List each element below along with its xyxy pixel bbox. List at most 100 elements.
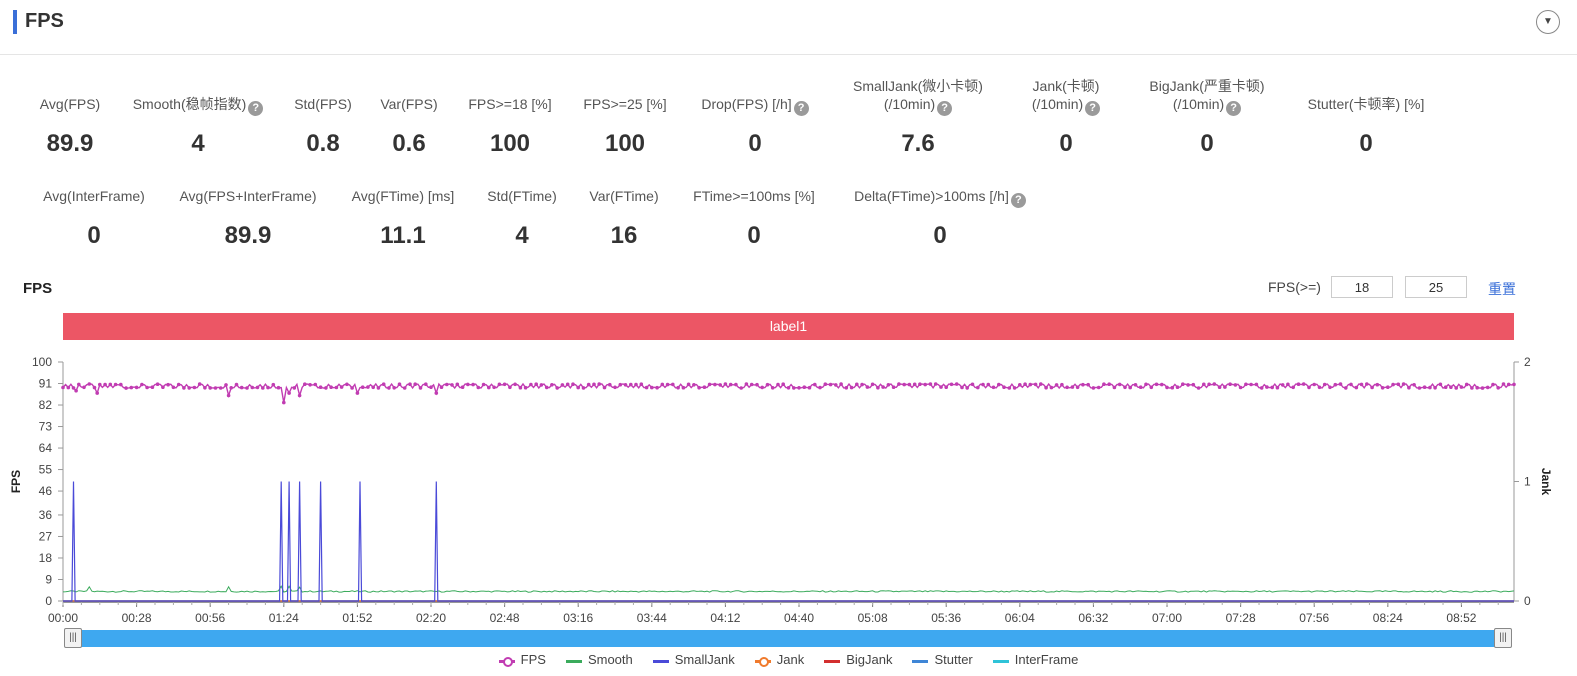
fps-point [481, 382, 486, 387]
fps-point [74, 388, 78, 393]
chart-legend: FPS Smooth SmallJank Jank BigJank Stutter Inte… [0, 652, 1577, 667]
metric-metrics_row1-6: Drop(FPS) [/h]? 0 [645, 95, 865, 157]
fps-point [1033, 382, 1038, 387]
help-icon[interactable]: ? [793, 101, 809, 116]
fps-point [1107, 382, 1111, 386]
section-header: FPS ▼ [0, 0, 1577, 55]
fps-point [1480, 386, 1485, 390]
fps-point [1365, 382, 1369, 386]
fps-point [650, 385, 654, 390]
legend-item-smooth[interactable]: Smooth [565, 652, 633, 667]
fps-point [77, 382, 81, 387]
fps-point [166, 382, 170, 387]
metric-value: 4 [191, 130, 205, 157]
fps-point [1070, 385, 1075, 389]
metric-value: 0 [1200, 130, 1214, 157]
fps-point [623, 383, 628, 387]
fps-point [1002, 385, 1006, 389]
x-tick-label: 05:36 [931, 611, 961, 625]
fps-point [226, 393, 231, 398]
legend-item-smalljank[interactable]: SmallJank [652, 652, 735, 667]
metric-value: 100 [489, 130, 531, 157]
fps-point [765, 382, 770, 387]
fps-point [586, 382, 591, 387]
help-icon[interactable]: ? [1226, 101, 1242, 116]
fps-point [366, 385, 370, 389]
reset-link[interactable]: 重置 [1488, 281, 1516, 297]
fps-point [1039, 382, 1043, 386]
legend-item-stutter[interactable]: Stutter [912, 652, 973, 667]
legend-item-bigjank[interactable]: BigJank [824, 652, 892, 667]
fps-point [813, 382, 817, 387]
fps-point [897, 382, 901, 386]
fps-point [1485, 385, 1490, 390]
fps-point [439, 385, 444, 389]
label-band[interactable]: label1 [63, 313, 1514, 340]
fps-threshold-2-input[interactable] [1405, 276, 1467, 298]
help-icon[interactable]: ? [1085, 101, 1101, 116]
x-tick-label: 02:48 [490, 611, 520, 625]
x-tick-label: 00:00 [48, 611, 78, 625]
help-icon[interactable]: ? [1010, 193, 1026, 208]
fps-point [550, 383, 554, 387]
fps-point [339, 385, 344, 389]
help-icon[interactable]: ? [248, 101, 264, 116]
legend-label: SmallJank [674, 652, 735, 667]
fps-point [413, 382, 418, 386]
fps-point [92, 385, 97, 390]
metric-label: SmallJank(微小卡顿) [853, 78, 983, 94]
chevron-down-icon[interactable]: ▼ [1536, 10, 1560, 34]
x-tick-label: 00:28 [122, 611, 152, 625]
fps-point [1428, 385, 1432, 390]
metric-label: BigJank(严重卡顿) [1149, 78, 1265, 94]
metric-label: Std(FTime) [487, 188, 557, 204]
metric-label: Avg(FPS+InterFrame) [179, 188, 317, 204]
metric-metrics_row1-1: Smooth(稳帧指数)? 4 [88, 95, 308, 157]
y2-axis-title: Jank [1539, 468, 1553, 496]
legend-item-jank[interactable]: Jank [754, 652, 804, 667]
fps-point [886, 383, 891, 387]
metric-value: 0 [87, 222, 101, 249]
fps-point [508, 385, 512, 390]
metric-metrics_row1-8: Jank(卡顿) (/10min)? 0 [956, 77, 1176, 157]
y2-tick-label: 0 [1524, 594, 1531, 608]
fps-point [1254, 382, 1259, 387]
legend-item-fps[interactable]: FPS [498, 652, 546, 667]
fps-point [1112, 385, 1117, 390]
metric-label: Smooth(稳帧指数) [132, 96, 247, 112]
fps-point [976, 385, 980, 390]
legend-item-interframe[interactable]: InterFrame [992, 652, 1078, 667]
range-slider-start-handle[interactable]: ||| [64, 628, 82, 648]
fps-point [71, 386, 76, 390]
fps-point [471, 382, 475, 387]
fps-point [518, 385, 523, 390]
fps-point [1317, 385, 1322, 390]
metric-metrics_row1-3: Var(FPS) 0.6 [299, 95, 519, 157]
fps-point [834, 383, 838, 387]
y-tick-label: 91 [39, 377, 53, 391]
fps-point [150, 385, 155, 389]
fps-point [655, 385, 659, 390]
fps-point [1296, 382, 1301, 386]
x-tick-label: 04:12 [710, 611, 740, 625]
fps-chart[interactable]: 0 9 18 27 36 46 55 64 73 82 91 100 0 1 2 00:00 00:28 00:5… [0, 340, 1577, 625]
fps-point [250, 385, 255, 390]
legend-swatch [498, 656, 515, 667]
fps-point [429, 385, 433, 389]
fps-point [1338, 382, 1343, 386]
fps-point [171, 385, 176, 390]
fps-point [1023, 382, 1027, 386]
fps-point [1123, 385, 1127, 390]
fps-point [418, 386, 423, 390]
fps-threshold-1-input[interactable] [1331, 276, 1393, 298]
help-icon[interactable]: ? [937, 101, 953, 116]
x-tick-label: 08:24 [1373, 611, 1403, 625]
range-slider-track[interactable] [64, 630, 1512, 647]
x-tick-label: 08:52 [1446, 611, 1476, 625]
fps-point [1128, 385, 1132, 390]
fps-point [823, 382, 828, 386]
x-tick-label: 02:20 [416, 611, 446, 625]
fps-point [203, 386, 207, 390]
range-slider-end-handle[interactable]: ||| [1494, 628, 1512, 648]
fps-point [1060, 382, 1064, 387]
